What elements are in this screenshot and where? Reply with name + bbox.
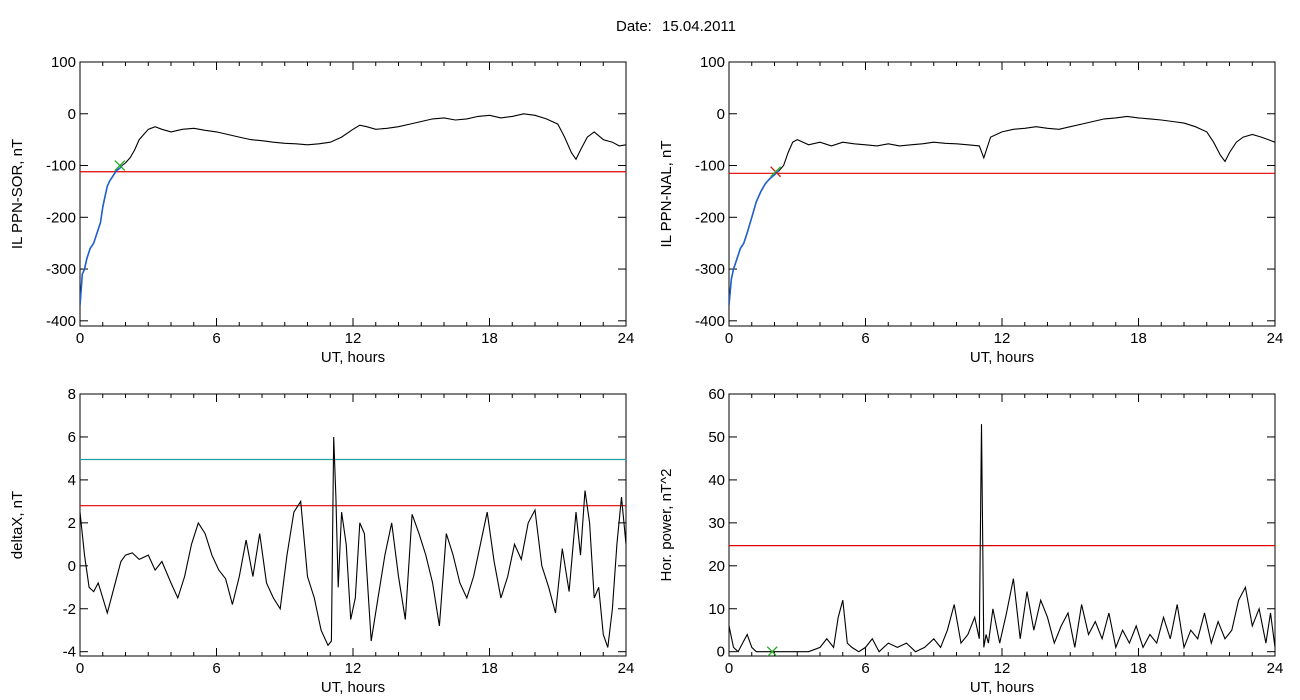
onset-marker-cross <box>114 160 126 171</box>
x-tick-label: 0 <box>725 330 733 347</box>
x-tick-label: 6 <box>212 330 220 347</box>
y-tick-label: -100 <box>695 158 725 175</box>
y-axis-label: deltaX, nT <box>9 491 26 559</box>
data-series-line <box>729 424 1275 653</box>
y-tick-label: -400 <box>695 313 725 330</box>
y-tick-label: 10 <box>708 601 725 618</box>
plot-frame <box>728 393 1276 657</box>
x-tick-label: 0 <box>76 660 84 677</box>
x-tick-label: 6 <box>861 330 869 347</box>
data-series-line <box>80 436 626 648</box>
y-tick-label: 0 <box>68 106 76 123</box>
y-tick-label: 0 <box>68 558 76 575</box>
y-tick-label: 2 <box>68 515 76 532</box>
x-tick-label: 18 <box>481 330 498 347</box>
y-tick-label: 30 <box>708 515 725 532</box>
y-axis-label: IL PPN-SOR, nT <box>9 139 26 249</box>
x-axis-label: UT, hours <box>321 349 385 366</box>
x-tick-label: 18 <box>1130 660 1147 677</box>
plot-area <box>80 113 626 306</box>
y-tick-label: -300 <box>46 261 76 278</box>
panel-il-ppn-nal: 0 6 12 18 24 -400 -300 -200 -100 0 100 UT, hours IL … <box>658 54 1283 366</box>
x-axis-label: UT, hours <box>970 349 1034 366</box>
y-tick-label: 50 <box>708 429 725 446</box>
x-tick-label: 24 <box>1267 660 1284 677</box>
x-tick-label: 18 <box>481 660 498 677</box>
y-tick-label: 0 <box>717 644 725 661</box>
data-series-line <box>729 115 1275 306</box>
x-tick-label: 6 <box>212 660 220 677</box>
y-tick-label: 0 <box>717 106 725 123</box>
x-tick-label: 24 <box>618 330 635 347</box>
y-tick-label: -200 <box>46 209 76 226</box>
x-tick-label: 18 <box>1130 330 1147 347</box>
y-tick-label: -2 <box>63 601 76 618</box>
panel-il-ppn-sor: 0 6 12 18 24 -400 -300 -200 -100 0 100 UT, hours IL … <box>9 54 634 366</box>
y-tick-label: 100 <box>700 54 725 71</box>
y-tick-label: -4 <box>63 644 76 661</box>
y-tick-label: -300 <box>695 261 725 278</box>
x-tick-label: 24 <box>1267 330 1284 347</box>
plot-frame <box>79 393 627 657</box>
date-label: Date: <box>616 18 652 35</box>
x-tick-label: 24 <box>618 660 635 677</box>
y-tick-label: 40 <box>708 472 725 489</box>
x-tick-label: 12 <box>345 660 362 677</box>
y-tick-label: -400 <box>46 313 76 330</box>
data-series-line <box>80 113 626 306</box>
y-tick-label: 6 <box>68 429 76 446</box>
y-tick-label: 20 <box>708 558 725 575</box>
onset-marker-cross <box>770 166 782 178</box>
early-segment-line <box>729 170 780 306</box>
x-tick-label: 6 <box>861 660 869 677</box>
x-tick-label: 12 <box>994 660 1011 677</box>
onset-marker-cross <box>767 646 778 656</box>
x-tick-label: 12 <box>345 330 362 347</box>
x-tick-label: 0 <box>76 330 84 347</box>
x-axis-label: UT, hours <box>321 679 385 696</box>
early-segment-line <box>80 164 123 306</box>
y-tick-label: 100 <box>51 54 76 71</box>
y-axis-label: Hor. power, nT^2 <box>658 469 675 582</box>
y-axis-label: IL PPN-NAL, nT <box>658 141 675 248</box>
plot-area <box>729 424 1275 656</box>
plot-area <box>729 115 1275 306</box>
plot-frame <box>728 61 1276 327</box>
x-tick-label: 12 <box>994 330 1011 347</box>
plot-frame <box>79 61 627 327</box>
y-tick-label: -200 <box>695 209 725 226</box>
x-tick-label: 0 <box>725 660 733 677</box>
y-tick-label: 60 <box>708 386 725 403</box>
x-axis-label: UT, hours <box>970 679 1034 696</box>
panel-hor-power: 0 6 12 18 24 0 10 20 30 40 50 60 UT, hours Hor. power… <box>658 386 1283 696</box>
y-tick-label: 4 <box>68 472 76 489</box>
plot-area <box>80 436 626 648</box>
y-tick-label: 8 <box>68 386 76 403</box>
y-tick-label: -100 <box>46 158 76 175</box>
figure-title: Date: 15.04.2011 <box>0 18 1300 35</box>
date-value: 15.04.2011 <box>662 18 736 35</box>
